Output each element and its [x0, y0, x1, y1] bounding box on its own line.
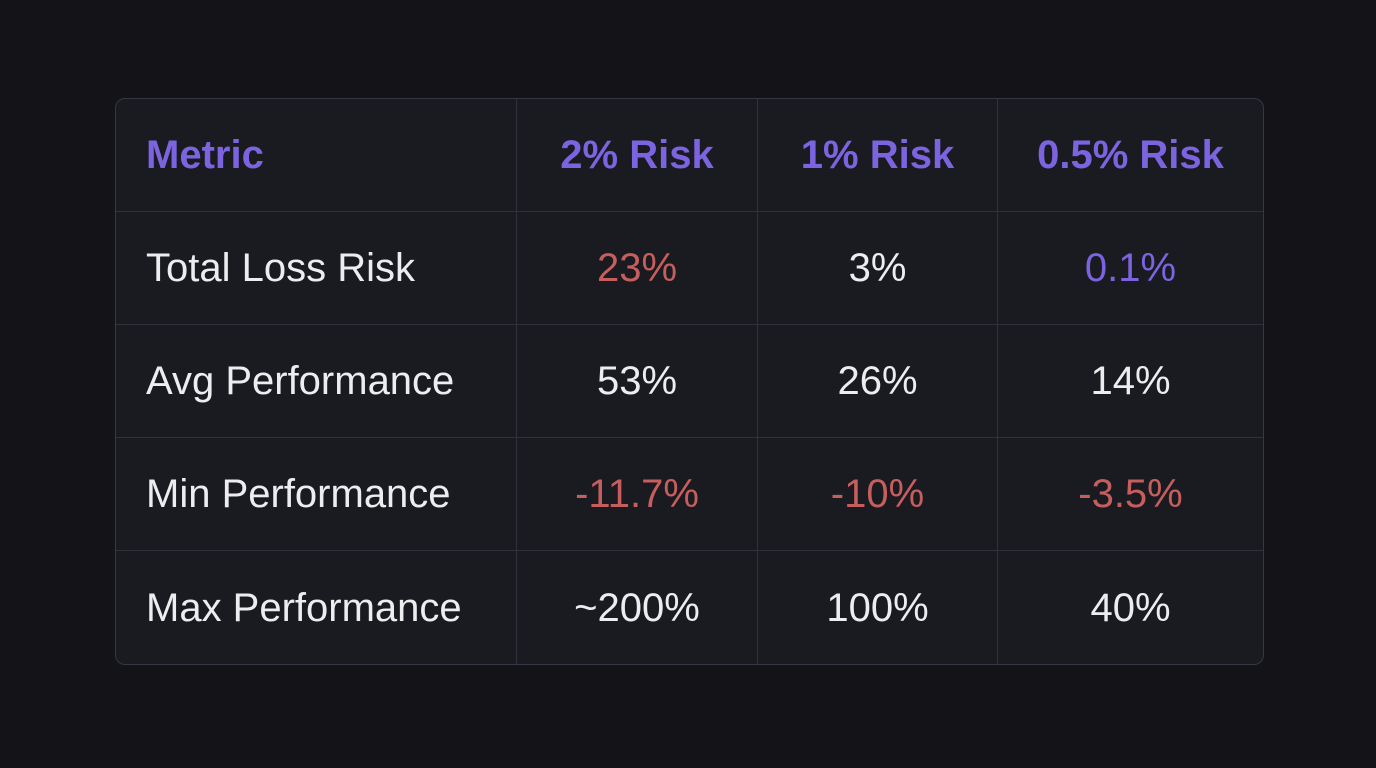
risk-comparison-table: Metric 2% Risk 1% Risk 0.5% Risk Total L… — [115, 98, 1264, 665]
value-cell: ~200% — [517, 551, 758, 664]
value-cell: 3% — [758, 212, 998, 325]
metric-label: Total Loss Risk — [116, 212, 517, 325]
value-cell: 14% — [998, 325, 1263, 438]
value-cell: 100% — [758, 551, 998, 664]
value-cell: 53% — [517, 325, 758, 438]
table-header-row: Metric 2% Risk 1% Risk 0.5% Risk — [116, 99, 1263, 212]
metric-label: Max Performance — [116, 551, 517, 664]
metric-label: Min Performance — [116, 438, 517, 551]
table-row-avg-performance: Avg Performance 53% 26% 14% — [116, 325, 1263, 438]
value-cell: 0.1% — [998, 212, 1263, 325]
table-row-min-performance: Min Performance -11.7% -10% -3.5% — [116, 438, 1263, 551]
column-header-05pct-risk: 0.5% Risk — [998, 99, 1263, 212]
value-cell: -10% — [758, 438, 998, 551]
metric-label: Avg Performance — [116, 325, 517, 438]
value-cell: 23% — [517, 212, 758, 325]
value-cell: 40% — [1090, 585, 1171, 630]
column-header-metric: Metric — [116, 99, 517, 212]
table-row-max-performance: Max Performance ~200% 100% 40% — [116, 551, 1263, 664]
value-cell: -3.5% — [998, 438, 1263, 551]
column-header-2pct-risk: 2% Risk — [517, 99, 758, 212]
column-header-1pct-risk: 1% Risk — [758, 99, 998, 212]
value-cell: 26% — [758, 325, 998, 438]
value-cell: -11.7% — [517, 438, 758, 551]
table-row-total-loss-risk: Total Loss Risk 23% 3% 0.1% — [116, 212, 1263, 325]
